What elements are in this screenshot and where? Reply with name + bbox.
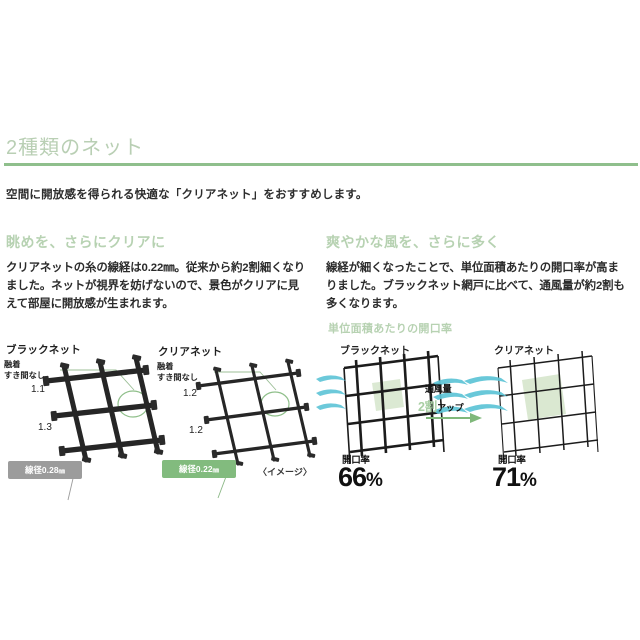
column-left-heading: 眺めを、さらにクリアに xyxy=(6,234,166,250)
airflow-increase-value: 2割 xyxy=(418,400,438,414)
column-right-heading: 爽やかな風を、さらに多く xyxy=(326,234,500,250)
opening-clear-net-title: クリアネット xyxy=(494,346,554,357)
opening-rate-figure: 単位面積あたりの開口率 ブラックネット クリアネット xyxy=(316,320,640,505)
black-net-dim-horizontal: 1.3 xyxy=(38,422,52,433)
clear-net-rate-unit: % xyxy=(520,470,537,491)
page-subtitle: 空間に開放感を得られる快適な「クリアネット」をおすすめします。 xyxy=(6,189,368,201)
black-net-wire-label: 線径0.28 xyxy=(24,465,59,475)
black-net-mesh xyxy=(42,354,166,501)
black-net-wire-badge: 線径0.28 ㎜ xyxy=(8,461,82,479)
black-net-rate-label: 開口率 xyxy=(342,455,370,466)
mesh-diagrams-svg xyxy=(42,354,318,501)
image-note: 〈イメージ〉 xyxy=(258,467,312,477)
black-net-callout-line2: すき間なし xyxy=(4,370,45,380)
clear-net-wind-arrows xyxy=(464,376,508,412)
airflow-label: 通風量 xyxy=(425,382,452,395)
black-net-fusion-callout: 融着 すき間なし xyxy=(4,360,45,381)
clear-net-dim-vertical: 1.2 xyxy=(183,388,197,399)
opening-rate-heading: 単位面積あたりの開口率 xyxy=(328,323,453,335)
black-net-dim-vertical: 1.1 xyxy=(31,384,45,395)
clear-net-wire-unit: ㎜ xyxy=(212,466,220,474)
clear-net-callout-line2: すき間なし xyxy=(157,372,198,382)
title-underline xyxy=(4,163,638,166)
clear-net-grid xyxy=(497,350,599,465)
opening-black-net-title: ブラックネット xyxy=(340,346,410,357)
black-net-callout-line1: 融着 xyxy=(4,360,21,369)
black-net-grid xyxy=(343,350,445,465)
airflow-increase: 2割アップ xyxy=(418,396,464,415)
opening-rate-svg xyxy=(316,350,599,465)
clear-net-fusion-callout: 融着 すき間なし xyxy=(157,362,198,383)
black-net-rate-unit: % xyxy=(366,470,383,491)
text-column-left: 眺めを、さらにクリアに クリアネットの糸の線経は0.22㎜。従来から約2割細くな… xyxy=(6,232,318,313)
clear-net-dim-horizontal: 1.2 xyxy=(189,425,203,436)
text-column-right: 爽やかな風を、さらに多く 線経が細くなったことで、単位面積あたりの開口率が高まり… xyxy=(326,232,638,313)
black-net-rate-number: 66 xyxy=(338,462,367,492)
black-net-title: ブラックネット xyxy=(6,344,81,356)
clear-net-rate-label: 開口率 xyxy=(498,455,526,466)
airflow-increase-suffix: アップ xyxy=(437,403,464,413)
airflow-wind-arrows xyxy=(433,378,468,414)
airflow-label-text: 通風量 xyxy=(425,384,452,394)
column-right-body: 線経が細くなったことで、単位面積あたりの開口率が高まりました。ブラックネット網戸… xyxy=(326,262,625,311)
clear-net-wire-badge: 線径0.22 ㎜ xyxy=(162,460,236,478)
clear-net-wire-label: 線径0.22 xyxy=(178,464,213,474)
clear-net-rate-value: 71% xyxy=(492,462,537,492)
column-left-body: クリアネットの糸の線経は0.22㎜。従来から約2割細くなりました。ネットが視界を… xyxy=(6,262,305,311)
clear-net-title: クリアネット xyxy=(158,346,223,358)
page-title: 2種類のネット xyxy=(6,137,145,159)
airflow-arrow xyxy=(426,413,482,423)
black-net-wire-unit: ㎜ xyxy=(58,467,66,475)
clear-net-mesh xyxy=(195,358,318,499)
mesh-comparison-figure: ブラックネット xyxy=(0,340,320,501)
clear-net-rate-number: 71 xyxy=(492,462,521,492)
black-net-rate-value: 66% xyxy=(338,462,383,492)
black-net-wind-arrows xyxy=(316,375,346,410)
clear-net-callout-line1: 融着 xyxy=(157,362,174,371)
